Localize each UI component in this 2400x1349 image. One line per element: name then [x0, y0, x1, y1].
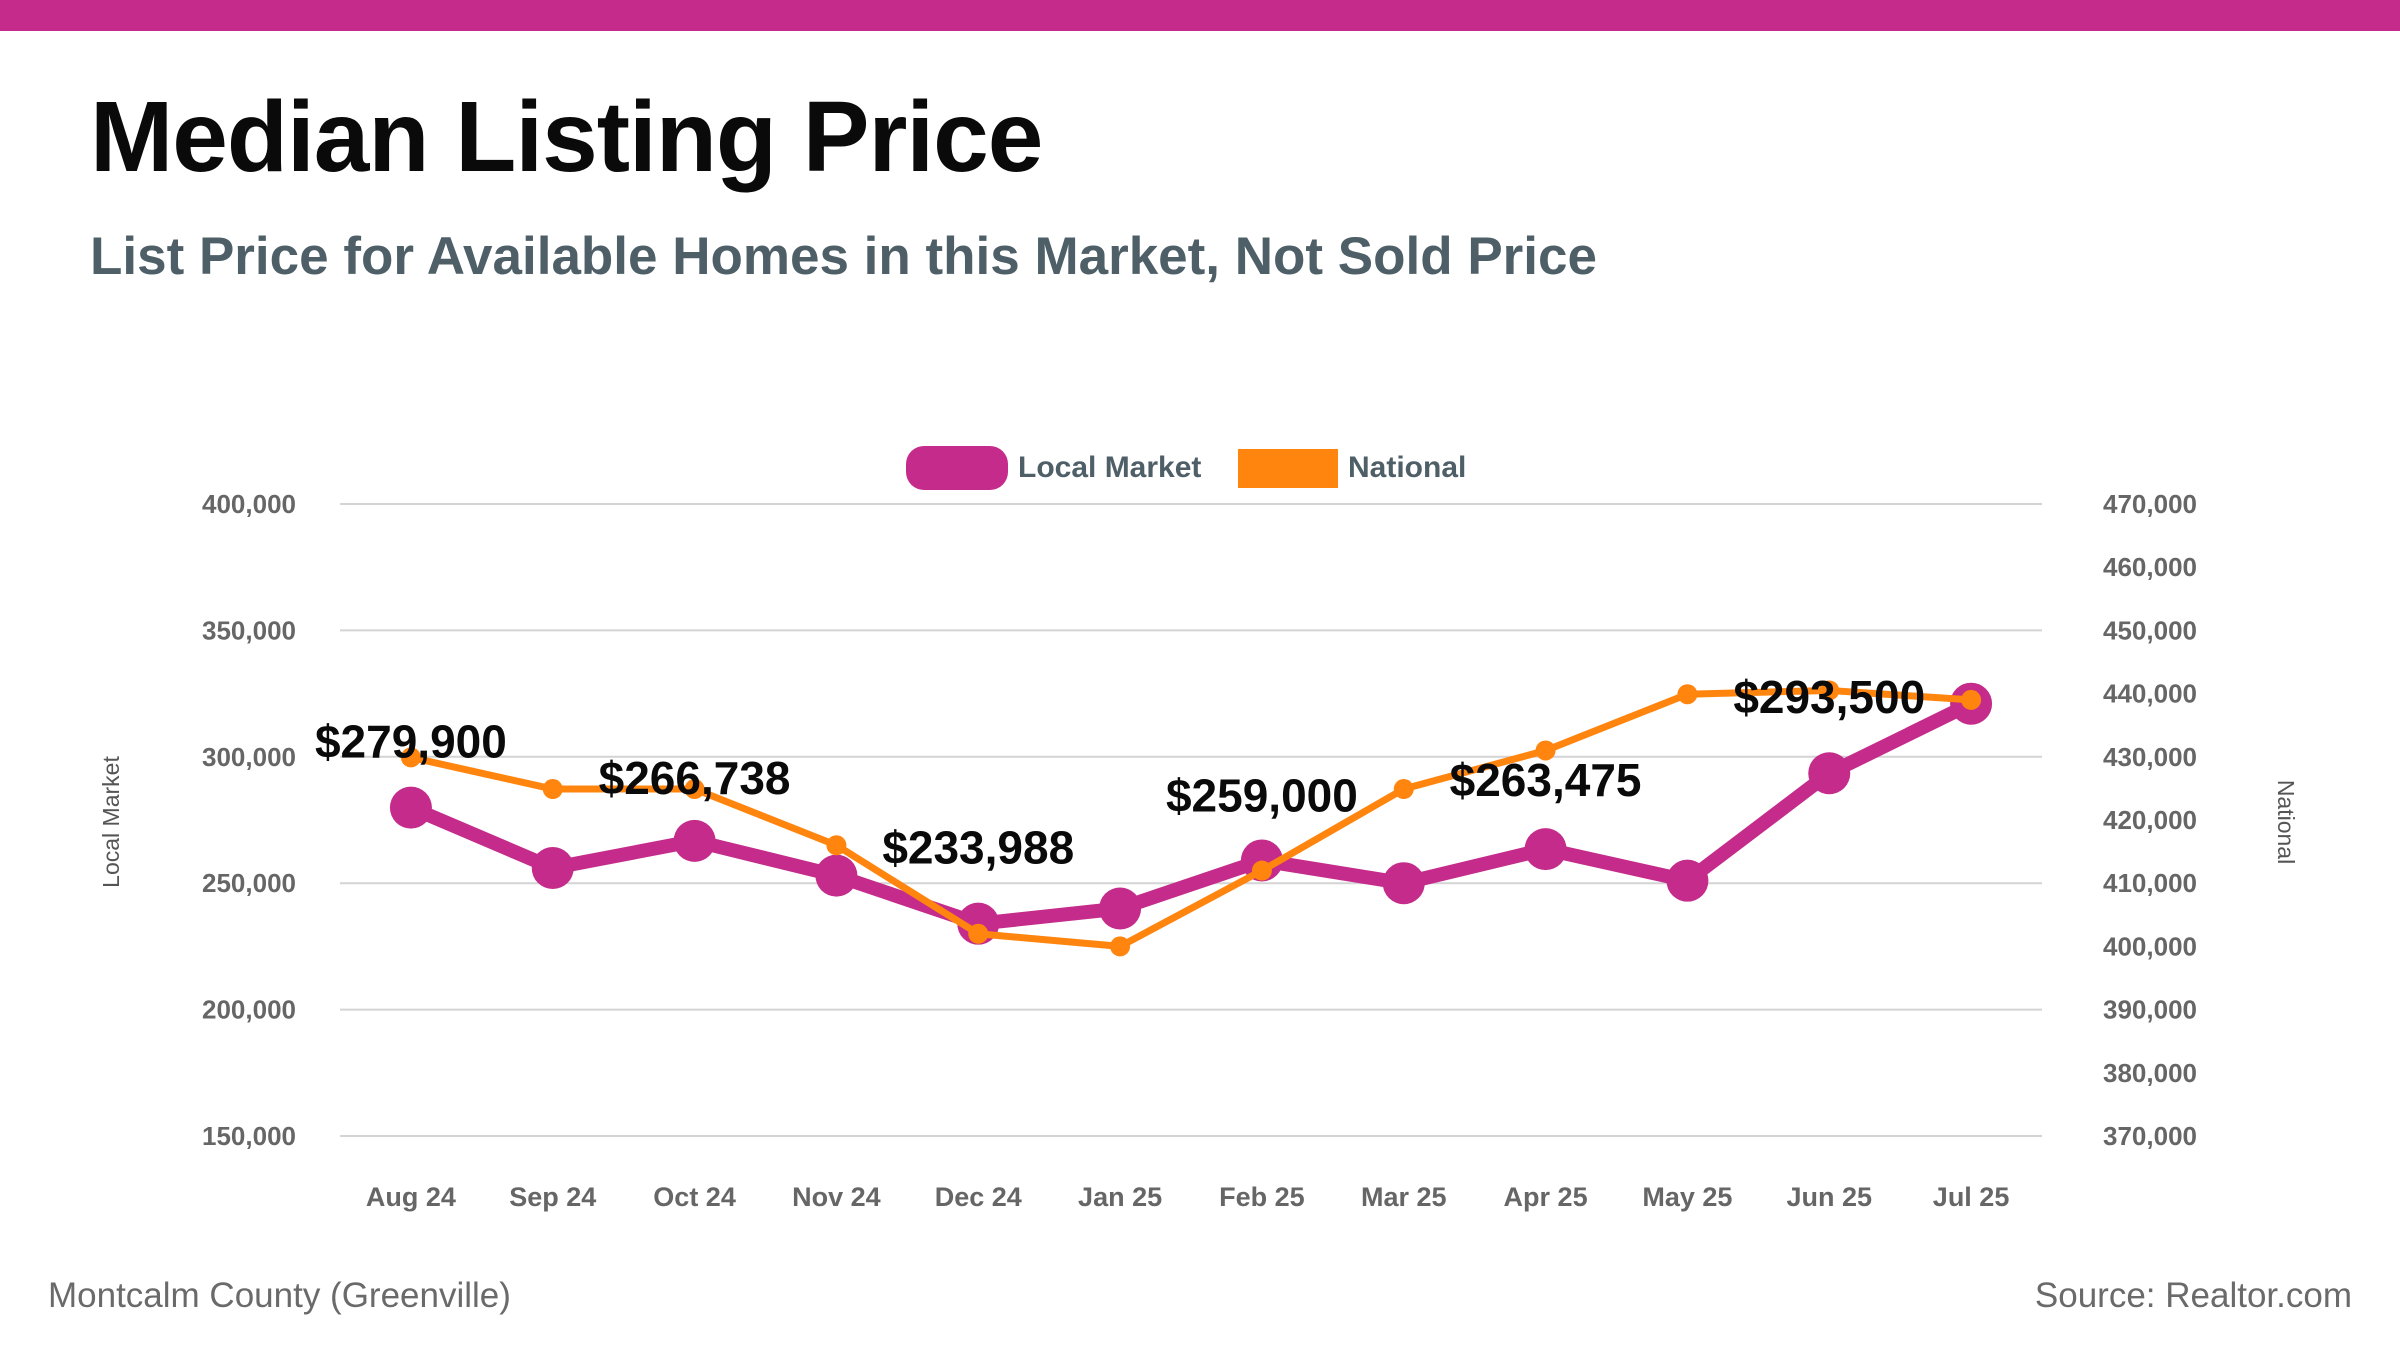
national-point — [542, 779, 563, 800]
x-tick-label: Sep 24 — [509, 1182, 596, 1212]
national-point — [1677, 684, 1698, 705]
local-market-point — [815, 854, 858, 897]
left-tick-label: 150,000 — [202, 1121, 296, 1151]
data-label: $293,500 — [1733, 671, 1925, 723]
local-market-point — [531, 847, 574, 890]
page-title: Median Listing Price — [90, 81, 1043, 193]
national-point — [1535, 740, 1556, 761]
left-axis: 150,000 200,000 250,000 300,000 350,000 400,0… — [202, 489, 296, 1151]
right-axis: 370,000 380,000 390,000 400,000 410,000 420,0… — [2103, 489, 2197, 1151]
data-label: $259,000 — [1166, 769, 1358, 821]
right-tick-label: 370,000 — [2103, 1121, 2197, 1151]
right-axis-label: National — [2273, 780, 2299, 864]
national-point — [1961, 689, 1982, 710]
national-point — [1819, 680, 1840, 701]
local-market-point — [1524, 828, 1567, 871]
x-tick-label: Aug 24 — [366, 1182, 456, 1212]
national-point — [400, 747, 421, 768]
right-tick-label: 400,000 — [2103, 931, 2197, 961]
x-axis: Aug 24 Sep 24 Oct 24 Nov 24 Dec 24 Jan 25 Feb … — [366, 1182, 2009, 1212]
x-tick-label: Jul 25 — [1933, 1182, 2010, 1212]
local-market-point — [1099, 887, 1142, 930]
x-tick-label: Apr 25 — [1504, 1182, 1588, 1212]
data-label: $266,738 — [599, 752, 791, 804]
national-point — [1110, 936, 1131, 957]
series-group — [389, 680, 1993, 957]
x-tick-label: Mar 25 — [1361, 1182, 1447, 1212]
right-tick-label: 410,000 — [2103, 868, 2197, 898]
footer-source: Source: Realtor.com — [2034, 1276, 2352, 1315]
left-tick-label: 400,000 — [202, 489, 296, 519]
footer-location: Montcalm County (Greenville) — [48, 1276, 511, 1315]
legend-label-national: National — [1348, 451, 1466, 484]
left-tick-label: 200,000 — [202, 995, 296, 1025]
left-tick-label: 350,000 — [202, 615, 296, 645]
x-tick-label: Nov 24 — [792, 1182, 881, 1212]
page-subtitle: List Price for Available Homes in this M… — [90, 227, 1597, 286]
right-tick-label: 390,000 — [2103, 995, 2197, 1025]
data-label: $233,988 — [882, 822, 1074, 874]
x-tick-label: Jun 25 — [1786, 1182, 1872, 1212]
left-tick-label: 250,000 — [202, 868, 296, 898]
left-axis-label: Local Market — [98, 756, 124, 888]
right-tick-label: 460,000 — [2103, 552, 2197, 582]
right-tick-label: 380,000 — [2103, 1058, 2197, 1088]
national-point — [1251, 860, 1272, 881]
left-tick-label: 300,000 — [202, 742, 296, 772]
local-market-point — [1382, 862, 1425, 905]
right-tick-label: 420,000 — [2103, 805, 2197, 835]
x-tick-label: May 25 — [1642, 1182, 1732, 1212]
right-tick-label: 450,000 — [2103, 615, 2197, 645]
national-point — [684, 779, 705, 800]
legend-swatch-local-market — [906, 446, 1008, 490]
local-market-line — [403, 696, 1979, 931]
national-point — [968, 923, 989, 944]
data-labels: $279,900 $266,738 $233,988 $259,000 $263,475… — [315, 671, 1925, 873]
x-tick-label: Jan 25 — [1078, 1182, 1162, 1212]
right-tick-label: 430,000 — [2103, 742, 2197, 772]
local-market-point — [1666, 859, 1709, 902]
legend-label-local-market: Local Market — [1018, 451, 1201, 484]
local-market-point — [389, 786, 432, 829]
chart-grid — [340, 503, 2042, 1137]
national-point — [826, 835, 847, 856]
local-market-point — [673, 819, 716, 862]
right-tick-label: 470,000 — [2103, 489, 2197, 519]
top-accent-bar — [0, 0, 2400, 31]
legend-swatch-national — [1238, 449, 1338, 488]
right-tick-label: 440,000 — [2103, 679, 2197, 709]
x-tick-label: Feb 25 — [1219, 1182, 1305, 1212]
national-line — [407, 686, 1975, 950]
x-tick-label: Dec 24 — [935, 1182, 1022, 1212]
local-market-point — [1808, 752, 1851, 795]
local-market-point — [1240, 839, 1283, 882]
data-label: $279,900 — [315, 716, 507, 768]
national-point — [1393, 779, 1414, 800]
chart-legend: Local Market National — [906, 446, 1466, 490]
x-tick-label: Oct 24 — [653, 1182, 736, 1212]
data-label: $263,475 — [1450, 754, 1642, 806]
